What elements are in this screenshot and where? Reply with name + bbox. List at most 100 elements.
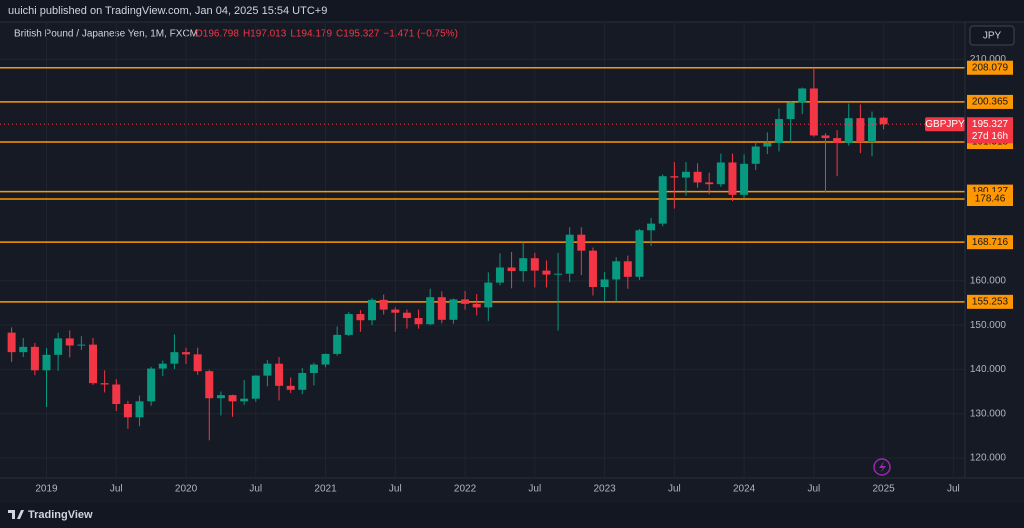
level-label: 180.127 — [972, 186, 1009, 197]
candle-body — [275, 363, 284, 386]
x-tick-label: Jul — [947, 484, 960, 495]
y-tick-label: 160.000 — [970, 275, 1007, 286]
candle-body — [426, 297, 435, 325]
price-tag — [967, 117, 1013, 144]
symbol-tag — [925, 117, 965, 132]
candle-body — [623, 261, 632, 277]
candle-body — [856, 118, 865, 143]
y-tick-label: 120.000 — [970, 453, 1007, 464]
candle-body — [298, 372, 307, 390]
candle-body — [437, 297, 446, 320]
candle-body — [693, 171, 702, 183]
candle-body — [158, 363, 167, 369]
grid — [0, 22, 965, 478]
candle-body — [414, 318, 423, 325]
candle-body — [554, 273, 563, 275]
candle-body — [356, 314, 365, 321]
x-tick-label: 2025 — [872, 484, 895, 495]
candle-body — [54, 338, 63, 355]
candle-body — [716, 162, 725, 185]
candle-body — [588, 250, 597, 288]
level-label: 155.253 — [972, 296, 1009, 307]
candle-body — [77, 344, 86, 346]
candle-body — [147, 368, 156, 402]
candle-body — [309, 364, 318, 373]
candle-body — [135, 401, 144, 418]
x-tick-label: 2021 — [314, 484, 337, 495]
candle-body — [333, 334, 342, 354]
x-tick-label: 2024 — [733, 484, 756, 495]
legend-value: O196.798 — [195, 29, 239, 40]
candle-body — [495, 267, 504, 283]
candle-body — [182, 352, 191, 355]
candle-body — [286, 385, 295, 390]
candle-body — [647, 223, 656, 231]
x-tick-label: Jul — [528, 484, 541, 495]
candle-body — [240, 398, 249, 402]
candle-body — [65, 338, 74, 346]
axis: 120.000 130.000 140.000 150.000 160.000 210.0… — [35, 54, 1013, 495]
symbol-label: GBPJPY — [925, 119, 965, 130]
legend-value: H197.013 — [243, 29, 287, 40]
logo — [8, 510, 24, 519]
level-tag — [967, 191, 1013, 206]
candle-body — [809, 88, 818, 136]
candle-body — [7, 332, 16, 353]
candle-body — [484, 282, 493, 308]
candle-body — [635, 230, 644, 277]
candle-body — [507, 267, 516, 272]
plot — [0, 66, 965, 441]
published-note: uuichi published on TradingView.com, Jan… — [8, 5, 327, 17]
candle-body — [123, 403, 132, 418]
currency-label: JPY — [983, 31, 1002, 42]
candle-body — [774, 119, 783, 143]
candle-body — [89, 344, 98, 384]
brand: TradingView — [28, 509, 93, 521]
candle-body — [798, 88, 807, 103]
x-tick-label: 2022 — [454, 484, 477, 495]
candle-body — [565, 234, 574, 274]
level-label: 178.46 — [975, 194, 1006, 205]
x-tick-label: Jul — [249, 484, 262, 495]
candle-body — [472, 303, 481, 308]
candle-body — [867, 117, 876, 143]
y-tick-label: 130.000 — [970, 408, 1007, 419]
level-label: 200.365 — [972, 97, 1009, 108]
candle-body — [368, 299, 377, 321]
price-label: 195.327 — [972, 119, 1009, 130]
candle-body — [577, 234, 586, 251]
x-tick-label: Jul — [389, 484, 402, 495]
candle-body — [100, 383, 109, 385]
candle-body — [681, 171, 690, 178]
candle-body — [705, 182, 714, 185]
currency-button[interactable] — [969, 25, 1015, 46]
x-tick-label: Jul — [668, 484, 681, 495]
level-tag — [967, 94, 1013, 109]
candle-body — [391, 309, 400, 313]
candle-body — [263, 363, 272, 376]
candle-body — [112, 384, 121, 404]
x-tick-label: Jul — [110, 484, 123, 495]
y-tick-label: 150.000 — [970, 320, 1007, 331]
candle-body — [879, 117, 888, 125]
x-tick-label: 2020 — [175, 484, 198, 495]
legend-value: C195.327 — [336, 29, 380, 40]
candle-body — [193, 354, 202, 372]
level-tag — [967, 60, 1013, 75]
candle-body — [786, 102, 795, 120]
candle-body — [42, 354, 51, 371]
event-bolt — [879, 461, 886, 473]
candle-body — [449, 299, 458, 320]
candle-body — [740, 163, 749, 195]
candle-body — [844, 118, 853, 143]
candle-body — [600, 279, 609, 288]
chart-title: British Pound / Japanese Yen, 1M, FXCM — [14, 29, 198, 40]
x-tick-label: 2019 — [35, 484, 58, 495]
event-icon[interactable] — [873, 458, 891, 476]
candle-body — [402, 312, 411, 319]
candle-body — [542, 270, 551, 275]
x-tick-label: Jul — [807, 484, 820, 495]
level-label: 208.079 — [972, 62, 1009, 73]
candle-body — [728, 162, 737, 195]
